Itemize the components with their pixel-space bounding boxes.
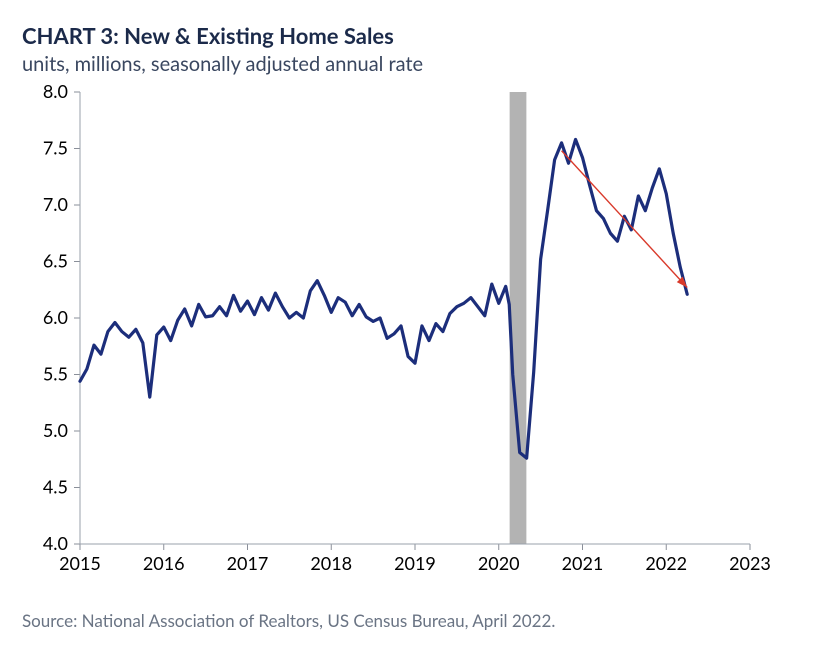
x-tick-label: 2023 xyxy=(729,552,771,574)
x-tick-label: 2018 xyxy=(310,552,352,574)
y-tick-label: 7.5 xyxy=(43,137,68,159)
y-tick-label: 6.0 xyxy=(43,306,68,328)
y-tick-label: 6.5 xyxy=(43,250,68,272)
chart-plot: 4.0 4.5 5.0 5.5 6.0 6.5 7.0 7.5 8.0 2015 2016 2017 2… xyxy=(0,0,814,649)
y-tick-label: 4.5 xyxy=(43,476,68,498)
y-tick-label: 5.0 xyxy=(43,419,68,441)
x-tick-label: 2016 xyxy=(143,552,185,574)
y-tick-label: 8.0 xyxy=(43,80,68,102)
recession-band xyxy=(510,92,527,544)
trend-arrow-line xyxy=(562,151,688,288)
y-tick-label: 7.0 xyxy=(43,193,68,215)
x-tick-label: 2017 xyxy=(227,552,269,574)
x-tick-label: 2019 xyxy=(394,552,436,574)
chart-source: Source: National Association of Realtors… xyxy=(22,610,555,631)
chart-container: CHART 3: New & Existing Home Sales units… xyxy=(0,0,814,649)
x-tick-label: 2020 xyxy=(478,552,520,574)
series-line xyxy=(80,139,687,458)
x-tick-label: 2022 xyxy=(645,552,687,574)
y-tick-label: 4.0 xyxy=(43,532,68,554)
y-tick-label: 5.5 xyxy=(43,363,68,385)
x-tick-label: 2015 xyxy=(59,552,101,574)
x-tick-label: 2021 xyxy=(562,552,604,574)
